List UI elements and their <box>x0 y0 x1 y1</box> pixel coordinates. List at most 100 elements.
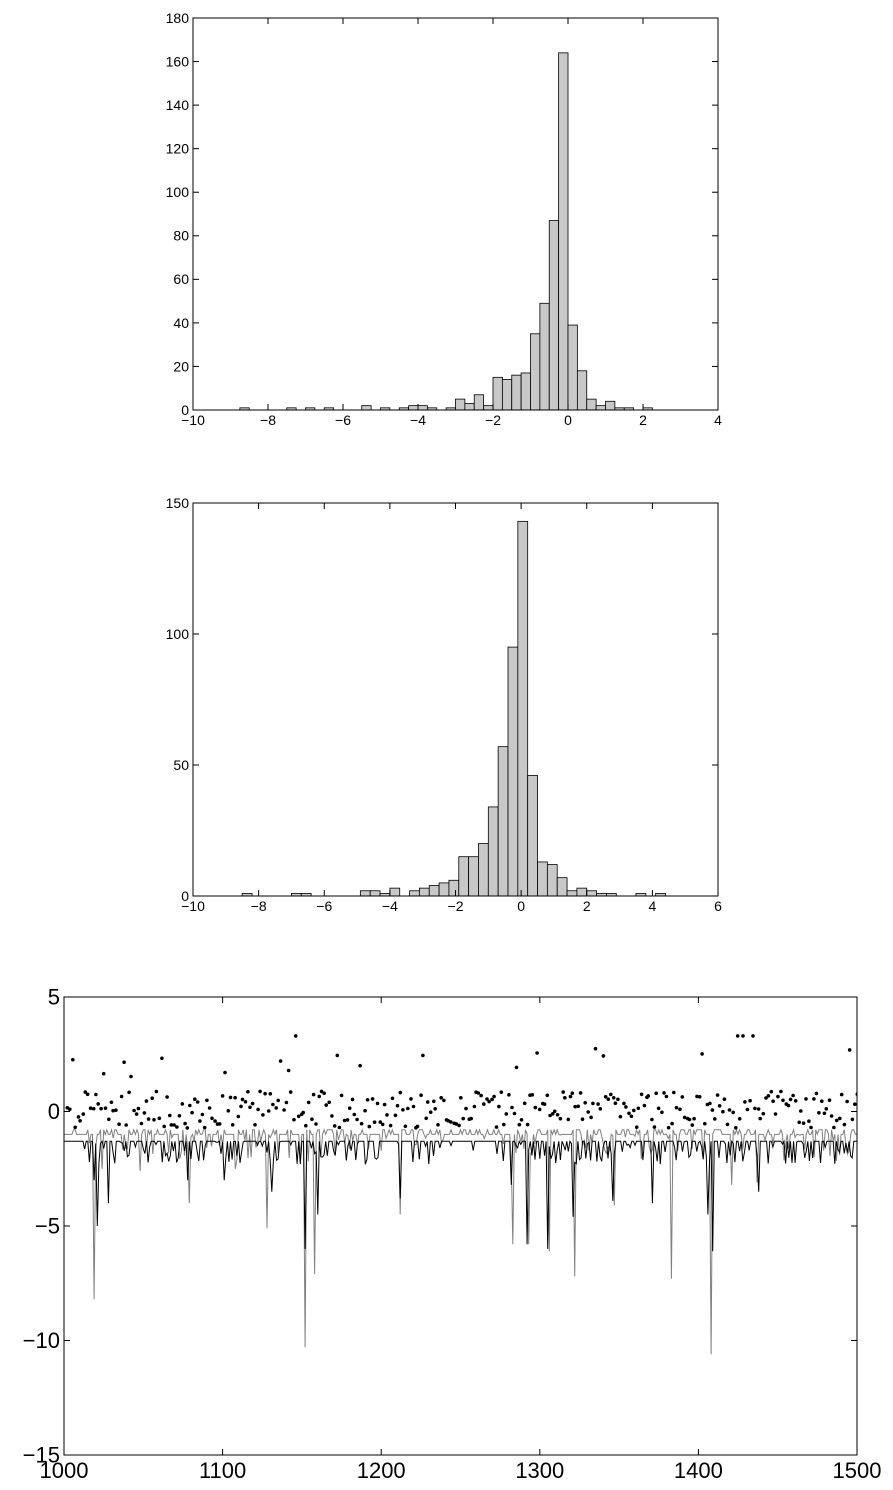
scatter-point <box>847 1048 852 1052</box>
scatter-point <box>734 1126 738 1130</box>
histogram-bar <box>546 864 558 897</box>
scatter-point <box>169 1123 174 1127</box>
histogram-bar <box>530 333 541 411</box>
scatter-point <box>464 1106 468 1111</box>
scatter-point <box>550 1112 555 1116</box>
scatter-point <box>788 1097 793 1102</box>
scatter-point <box>385 1113 389 1117</box>
scatter-point <box>311 1092 316 1097</box>
scatter-point <box>479 1093 483 1098</box>
scatter-point <box>756 1107 761 1111</box>
histogram-bar <box>517 520 529 897</box>
scatter-point <box>692 1116 696 1121</box>
scatter-point <box>367 1124 372 1129</box>
x-tick-label: −6 <box>335 412 351 428</box>
scatter-point <box>609 1092 613 1097</box>
scatter-point <box>512 1111 517 1116</box>
scatter-point <box>154 1089 159 1094</box>
scatter-point <box>96 1102 100 1106</box>
scatter-point <box>177 1114 182 1118</box>
scatter-point <box>193 1097 197 1101</box>
scatter-point <box>433 1107 438 1111</box>
scatter-point <box>101 1071 106 1076</box>
scatter-point <box>210 1116 214 1121</box>
scatter-point <box>380 1122 385 1127</box>
x-tick-label: −8 <box>251 898 267 914</box>
scatter-point <box>157 1116 162 1121</box>
scatter-point <box>700 1052 704 1056</box>
scatter-point <box>472 1104 477 1109</box>
scatter-point <box>136 1106 141 1111</box>
scatter-point <box>781 1098 785 1103</box>
scatter-point <box>403 1124 408 1129</box>
scatter-point <box>812 1097 816 1101</box>
histogram-bar <box>567 324 578 411</box>
scatter-point <box>124 1123 128 1127</box>
scatter-point <box>522 1101 527 1106</box>
scatter-point <box>162 1124 166 1129</box>
histogram-bar <box>419 887 430 897</box>
y-tick-label: −15 <box>23 1443 60 1468</box>
y-tick-label: −5 <box>35 1214 60 1239</box>
scatter-point <box>570 1091 575 1095</box>
scatter-point <box>355 1117 359 1122</box>
scatter-point <box>352 1112 357 1117</box>
scatter-point <box>517 1122 522 1127</box>
scatter-point <box>306 1100 311 1105</box>
y-tick-label: 100 <box>166 626 190 642</box>
scatter-point <box>428 1110 433 1114</box>
scatter-point <box>73 1125 77 1130</box>
scatter-point <box>627 1111 631 1116</box>
histogram-bar <box>566 890 578 897</box>
scatter-point <box>482 1102 486 1106</box>
scatter-point <box>370 1097 375 1101</box>
scatter-point <box>345 1118 350 1122</box>
scatter-point <box>485 1097 489 1101</box>
scatter-point <box>425 1100 430 1104</box>
y-tick-label: 0 <box>48 1099 60 1124</box>
scatter-point <box>545 1093 550 1098</box>
scatter-point <box>552 1109 557 1114</box>
histogram-bar <box>359 890 371 897</box>
scatter-point <box>535 1051 539 1055</box>
scatter-point <box>83 1090 88 1094</box>
scatter-point <box>246 1089 250 1094</box>
scatter-point <box>146 1117 151 1121</box>
histogram-bar <box>537 861 548 897</box>
scatter-point <box>838 1116 842 1121</box>
scatter-point <box>827 1098 832 1102</box>
y-tick-label: 180 <box>166 10 190 26</box>
scatter-point <box>276 1098 281 1103</box>
scatter-point <box>530 1093 535 1097</box>
histogram-bar <box>586 890 597 897</box>
scatter-point <box>248 1105 252 1110</box>
scatter-point <box>817 1111 821 1115</box>
y-tick-label: 100 <box>166 184 190 200</box>
histogram-bar <box>389 887 401 897</box>
scatter-point <box>507 1093 511 1097</box>
scatter-point <box>593 1046 598 1051</box>
x-tick-label: −2 <box>448 898 464 914</box>
scatter-point <box>91 1106 96 1111</box>
scatter-point <box>824 1107 829 1111</box>
scatter-point <box>132 1108 136 1113</box>
scatter-point <box>195 1100 200 1104</box>
scatter-point <box>109 1100 114 1105</box>
scatter-point <box>807 1119 811 1123</box>
histogram-bar <box>605 400 616 411</box>
histogram-bar <box>458 856 470 897</box>
scatter-point <box>580 1117 585 1121</box>
scatter-point <box>139 1121 144 1126</box>
histogram-bar <box>497 746 509 897</box>
histogram-bar <box>438 882 450 897</box>
scatter-point <box>233 1095 237 1100</box>
scatter-point <box>589 1115 593 1120</box>
scatter-point <box>365 1098 370 1102</box>
scatter-point <box>454 1122 459 1126</box>
scatter-point <box>228 1095 233 1100</box>
x-tick-label: 1500 <box>833 1458 882 1483</box>
scatter-point <box>586 1110 590 1114</box>
x-tick-label: −4 <box>382 898 398 914</box>
scatter-point <box>561 1090 565 1094</box>
x-tick-label: −10 <box>181 898 205 914</box>
